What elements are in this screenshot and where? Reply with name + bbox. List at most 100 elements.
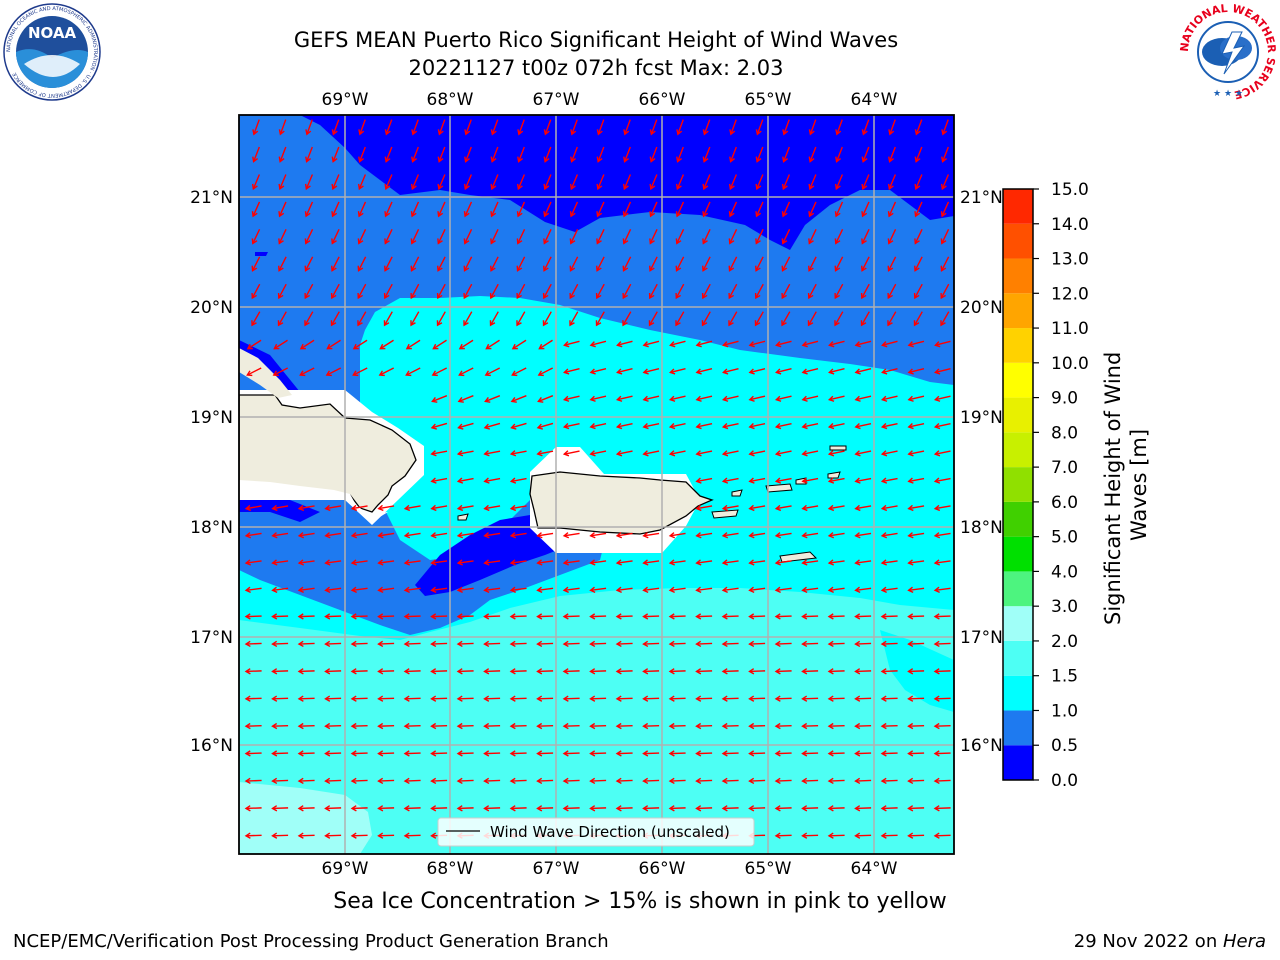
wind-arrow [880,640,898,648]
wind-arrow [781,311,791,327]
colorbar-segment [1003,397,1033,433]
wind-arrow [721,777,739,785]
wind-arrow [940,256,950,272]
wind-arrow [622,256,632,272]
wind-arrow [489,311,499,327]
wind-arrow [854,586,872,593]
wind-arrow [669,368,686,375]
wind-arrow [827,422,845,430]
wind-arrow [721,422,739,430]
wind-arrow [589,668,607,675]
lon-label-top: 67°W [533,90,580,110]
wind-arrow [246,339,262,350]
lat-label-left: 18°N [190,518,233,538]
colorbar-segment [1003,258,1033,294]
colorbar-segment [1003,536,1033,572]
wind-arrow [729,146,737,163]
wind-arrow [907,422,925,430]
wind-arrow [244,668,262,675]
wind-arrow [458,339,474,350]
wind-arrow [748,722,766,730]
wind-arrow [278,146,287,163]
wind-arrow [668,640,686,648]
wind-arrow [430,477,448,484]
wind-arrow [668,805,686,812]
wind-arrow [615,613,633,620]
wind-arrow [933,750,951,757]
wind-arrow [324,750,342,757]
wind-arrow [278,174,287,191]
wind-arrow [880,532,898,539]
lat-label-left: 19°N [190,408,233,428]
wind-arrow [880,695,898,702]
wind-arrow [721,477,739,484]
wind-arrow [297,559,315,566]
wind-arrow [271,750,289,757]
wind-arrow [933,395,951,402]
wind-arrow [827,395,845,402]
wind-arrow [271,504,289,512]
wind-arrow [509,586,527,593]
wind-arrow [695,559,713,566]
wind-arrow [648,283,658,300]
colorbar-tick-label: 12.0 [1051,284,1089,304]
wind-arrow [430,750,448,757]
wind-arrow [834,311,844,327]
lon-label-bottom: 65°W [745,859,792,879]
wind-arrow [861,229,870,245]
wind-arrow [722,368,739,375]
wind-arrow [357,229,367,245]
wind-arrow [808,119,817,136]
colorbar-tick-label: 9.0 [1051,389,1078,409]
colorbar-segment [1003,606,1033,641]
wind-arrow [377,504,395,512]
wind-arrow [854,640,872,648]
wind-arrow [244,805,262,812]
wind-arrow [695,777,713,785]
colorbar-tick-label: 1.5 [1051,667,1078,687]
wind-arrow [649,174,658,191]
wind-arrow [748,613,766,620]
wind-arrow [510,395,527,403]
wind-arrow [880,586,898,593]
map-title: GEFS MEAN Puerto Rico Significant Height… [293,28,899,52]
wind-arrow [536,805,554,812]
wind-arrow [562,532,580,539]
wind-arrow [827,805,845,812]
wind-arrow [431,395,448,403]
wind-arrow [589,532,607,539]
wind-arrow [834,283,844,300]
wind-arrow [596,256,605,272]
wind-arrow [543,256,552,272]
wind-arrow [880,395,898,402]
wind-arrow [861,119,870,136]
wind-arrow [642,450,660,457]
wind-arrow [304,229,314,245]
wind-arrow [350,640,368,648]
wind-arrow [695,722,713,730]
wind-arrow [721,722,739,730]
wind-arrow [437,119,446,136]
wind-arrow [748,805,766,812]
wind-arrow [589,805,607,812]
svg-text:★ ★ ★: ★ ★ ★ [1213,89,1243,99]
wind-arrow [358,146,366,163]
wind-arrow [377,586,395,593]
wind-arrow [509,559,527,566]
wind-arrow [835,119,843,136]
wind-arrow [456,613,474,620]
wind-arrow [377,640,395,648]
wind-arrow [907,559,925,566]
wind-arrow [834,229,844,245]
wind-arrow [668,422,686,430]
wind-arrow [357,311,367,327]
wind-arrow [695,477,713,484]
wind-arrow [410,256,420,272]
wind-arrow [808,174,817,191]
wind-arrow [331,229,340,245]
wind-arrow [828,368,845,375]
wind-arrow [589,640,607,648]
wind-arrow [642,750,660,757]
wind-arrow [748,777,766,785]
wind-arrow [774,559,792,566]
